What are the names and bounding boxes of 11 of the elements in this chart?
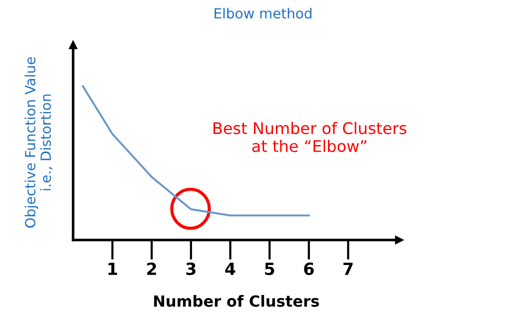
annotation: Best Number of Clusters at the “Elbow” [214, 122, 406, 152]
x-tick-label: 2 [147, 262, 156, 275]
x-axis-title: Number of Clusters [154, 295, 319, 307]
x-tick-label: 7 [343, 262, 353, 275]
y-axis-title: Objective Function Value i.e., Distortion [24, 57, 52, 228]
x-tick-label: 3 [186, 262, 196, 276]
x-tick-label: 6 [304, 262, 314, 276]
x-tick-label: 1 [108, 262, 118, 275]
x-tick-label: 5 [265, 262, 274, 276]
chart-title: Elbow method [214, 8, 312, 19]
x-tick-label: 4 [225, 262, 236, 275]
